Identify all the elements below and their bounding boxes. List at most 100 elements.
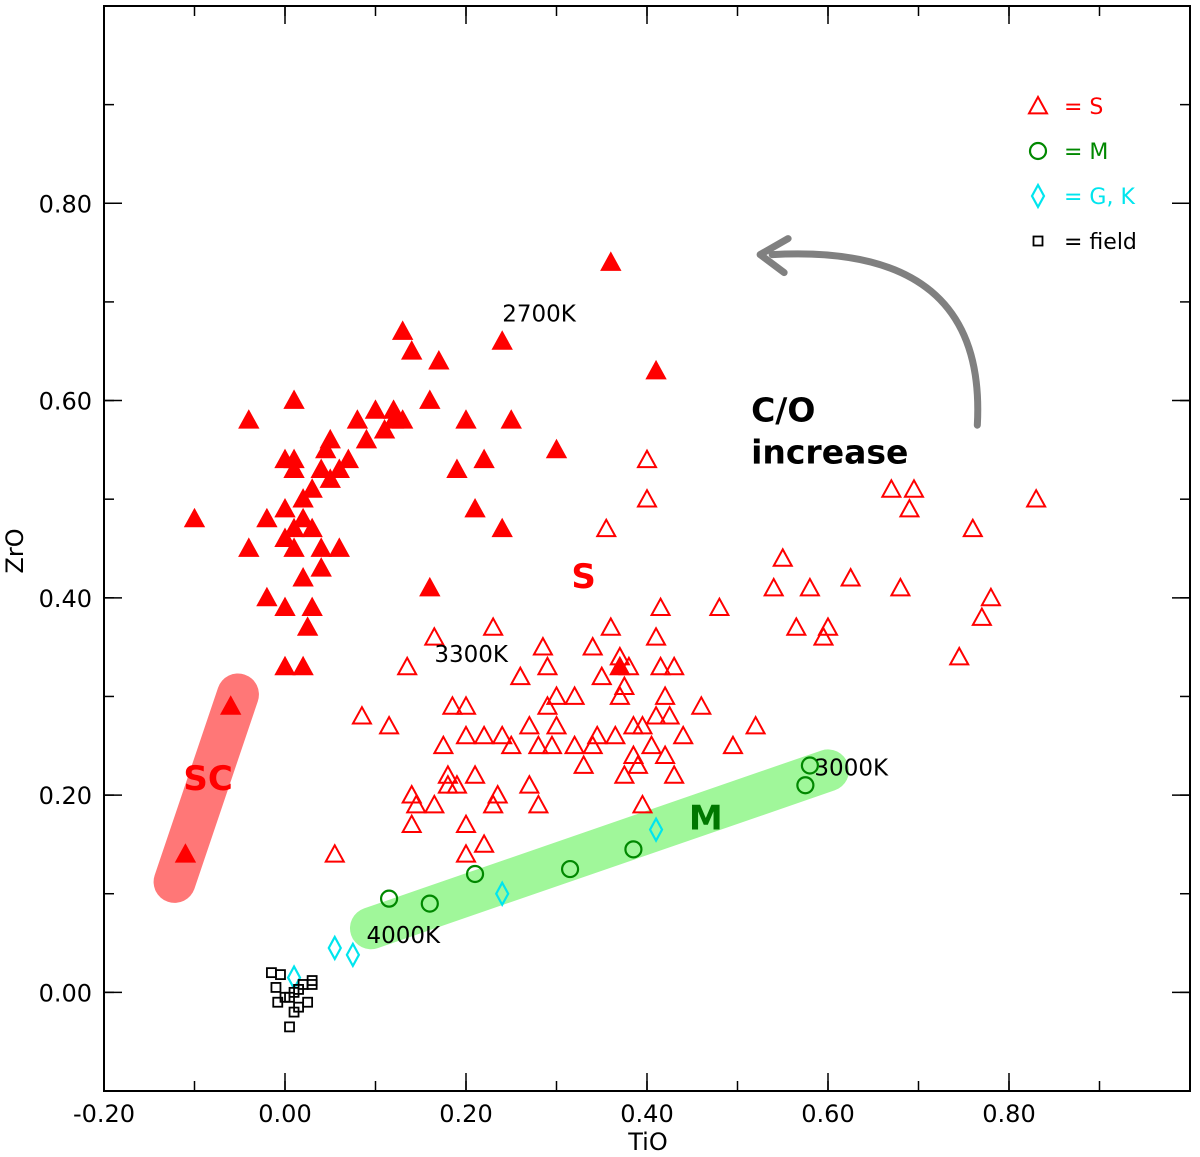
data-points	[174, 251, 1047, 1033]
y-tick-label: 0.00	[39, 979, 92, 1007]
point-s-filled	[355, 428, 378, 449]
region-label: SC	[183, 759, 232, 799]
point-s-filled	[473, 448, 495, 469]
point-s-filled	[428, 350, 450, 370]
point-s-open	[446, 774, 468, 794]
point-s-filled	[310, 537, 332, 557]
point-m	[800, 756, 820, 775]
point-s-filled	[455, 409, 477, 429]
point-s-open	[600, 616, 622, 636]
point-s-filled	[256, 586, 278, 607]
y-tick-label: 0.60	[39, 388, 92, 416]
point-s-open	[595, 517, 617, 538]
legend-marker-square	[1032, 235, 1044, 247]
point-s-filled	[500, 409, 522, 429]
point-m	[560, 859, 580, 879]
point-s-filled	[364, 399, 387, 419]
point-s-open	[658, 705, 681, 725]
point-s-filled	[419, 576, 441, 597]
point-s-filled	[292, 655, 314, 676]
point-s-open	[455, 695, 477, 715]
point-s-filled	[600, 251, 622, 271]
point-s-open	[640, 734, 663, 755]
point-s-filled	[491, 330, 513, 350]
point-s-open	[948, 645, 970, 666]
point-s-open	[582, 636, 604, 656]
point-s-open	[563, 734, 586, 755]
point-s-filled	[274, 655, 296, 676]
point-s-filled	[310, 557, 332, 577]
point-s-filled	[301, 517, 323, 538]
point-s-open	[903, 478, 925, 498]
axis-ticks: -0.20 0.00 0.20 0.40 0.60 0.80 0.00 0.20 0.40 0.6…	[39, 5, 1191, 1128]
point-s-filled	[337, 448, 360, 469]
point-s-filled	[274, 497, 296, 518]
y-axis-title: ZrO	[1, 528, 29, 573]
point-s-open	[1025, 488, 1047, 508]
point-s-open	[645, 705, 667, 725]
point-s-open	[536, 695, 559, 715]
point-s-filled	[464, 497, 486, 518]
point-s-open	[817, 616, 839, 636]
legend-label: = S	[1064, 95, 1103, 120]
point-s-filled	[292, 507, 314, 528]
arrow-head	[756, 235, 792, 277]
point-s-filled	[174, 843, 197, 863]
temperature-label: 4000K	[366, 923, 441, 949]
point-s-open	[541, 734, 563, 755]
point-s-filled	[183, 507, 206, 528]
point-s-open	[441, 695, 464, 715]
point-s-open	[536, 655, 559, 676]
point-s-open	[473, 833, 495, 853]
point-g-k	[327, 934, 343, 962]
point-s-filled	[283, 517, 305, 538]
point-s-open	[722, 734, 744, 755]
x-tick-label: 0.80	[982, 1100, 1035, 1128]
point-s-filled	[645, 359, 667, 380]
point-s-open	[609, 685, 631, 705]
point-s-filled	[328, 537, 350, 557]
point-s-filled	[419, 389, 441, 409]
point-s-open	[672, 724, 694, 745]
point-field	[284, 1021, 295, 1033]
region-label: M	[689, 799, 723, 839]
band-1	[349, 749, 849, 950]
point-s-open	[486, 784, 509, 804]
point-s-filled	[491, 517, 513, 538]
point-s-open	[455, 843, 477, 863]
point-field	[266, 967, 277, 979]
point-s-open	[613, 675, 636, 695]
point-s-open	[654, 744, 676, 765]
point-s-open	[799, 576, 821, 597]
point-s-open	[532, 636, 554, 656]
point-s-open	[401, 813, 423, 834]
point-s-open	[971, 606, 993, 626]
point-s-filled	[315, 438, 337, 459]
point-s-open	[631, 714, 654, 735]
temperature-label: 3000K	[814, 755, 889, 781]
legend: = S = M = G, K = field	[1027, 94, 1137, 255]
co-increase-arrow	[756, 235, 982, 429]
point-s-filled	[220, 695, 242, 715]
point-s-open	[405, 793, 427, 814]
point-s-filled	[283, 448, 305, 469]
y-tick-label: 0.40	[39, 585, 92, 613]
point-m	[379, 889, 399, 908]
arrow-shaft	[768, 250, 982, 429]
point-s-filled	[545, 438, 568, 459]
y-tick-label: 0.20	[39, 782, 92, 810]
point-s-filled	[301, 596, 323, 617]
point-s-filled	[301, 478, 323, 498]
point-s-open	[423, 793, 446, 814]
point-s-open	[631, 793, 654, 814]
point-field	[270, 982, 282, 993]
x-tick-label: 0.20	[439, 1100, 492, 1128]
point-s-open	[545, 685, 568, 705]
point-s-open	[491, 724, 513, 745]
point-s-open	[455, 724, 477, 745]
point-s-open	[613, 764, 636, 784]
legend-label: = G, K	[1064, 185, 1135, 210]
point-s-open	[690, 695, 712, 715]
point-s-open	[473, 724, 495, 745]
